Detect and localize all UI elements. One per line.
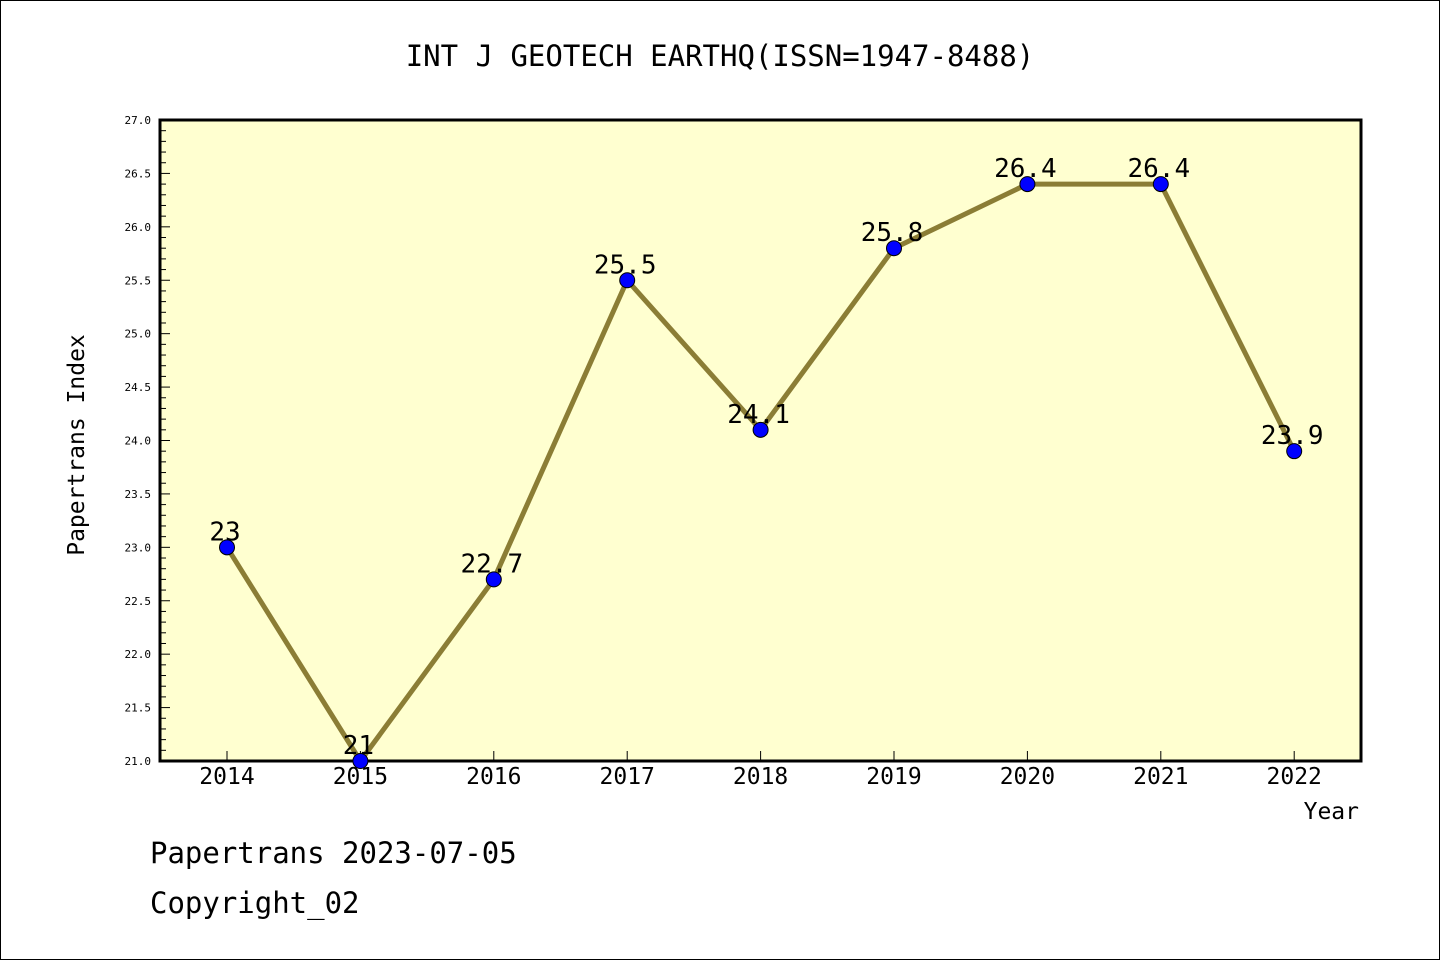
y-tick-label: 23.0 [125, 541, 152, 554]
data-point [352, 753, 369, 769]
y-tick-label: 27.0 [125, 114, 152, 127]
data-label: 25.5 [594, 250, 657, 280]
footer-source: Papertrans 2023-07-05 [150, 836, 517, 870]
y-axis-label: Papertrans Index [64, 334, 90, 556]
footer-copyright: Copyright_02 [150, 886, 360, 921]
x-tick-label: 2022 [1267, 764, 1322, 790]
data-point [1286, 443, 1303, 460]
x-tick-label: 2021 [1133, 764, 1188, 790]
data-label: 25.8 [861, 218, 924, 248]
data-label: 22.7 [460, 549, 523, 579]
data-point [619, 272, 636, 289]
y-tick-label: 24.5 [125, 381, 152, 394]
y-tick-label: 24.0 [125, 435, 152, 448]
series-papertrans-index: 23 21 22.7 25.5 24.1 25.8 26.4 26.4 23.9 [209, 154, 1324, 769]
x-tick-label: 2016 [466, 764, 521, 790]
x-axis-label: Year [1304, 799, 1359, 825]
data-label: 26.4 [994, 154, 1057, 184]
y-tick-label: 25.5 [125, 274, 152, 287]
x-tick-label: 2019 [866, 764, 921, 790]
x-axis: 2014 2015 2016 2017 2018 2019 2020 2021 2022 [199, 751, 1322, 790]
y-tick-label: 22.5 [125, 595, 152, 608]
data-label: 24.1 [727, 400, 790, 430]
x-tick-label: 2018 [733, 764, 788, 790]
y-tick-label: 22.0 [125, 648, 152, 661]
plot-area [158, 118, 1363, 763]
y-tick-label: 26.0 [125, 221, 152, 234]
data-point [219, 539, 235, 556]
y-tick-label: 25.0 [125, 328, 152, 341]
y-tick-label: 21.0 [125, 755, 152, 768]
data-point [1019, 176, 1036, 193]
data-point [752, 421, 769, 438]
chart-title: INT J GEOTECH EARTHQ(ISSN=1947-8488) [406, 39, 1035, 73]
data-point [886, 240, 902, 257]
x-tick-label: 2014 [199, 764, 254, 790]
x-tick-label: 2017 [600, 764, 655, 790]
data-point [1152, 176, 1169, 193]
y-axis: 21.0 21.5 22.0 22.5 23.0 23.5 24.0 24.5 25.0 25.5… [125, 114, 170, 768]
y-tick-label: 23.5 [125, 488, 152, 501]
x-tick-label: 2020 [1000, 764, 1055, 790]
y-tick-label: 26.5 [125, 167, 152, 180]
data-label: 23.9 [1261, 421, 1324, 451]
data-label: 21 [343, 731, 374, 761]
data-label: 23 [209, 517, 240, 547]
y-tick-label: 21.5 [125, 702, 152, 715]
data-point [485, 571, 502, 588]
data-label: 26.4 [1127, 154, 1190, 184]
